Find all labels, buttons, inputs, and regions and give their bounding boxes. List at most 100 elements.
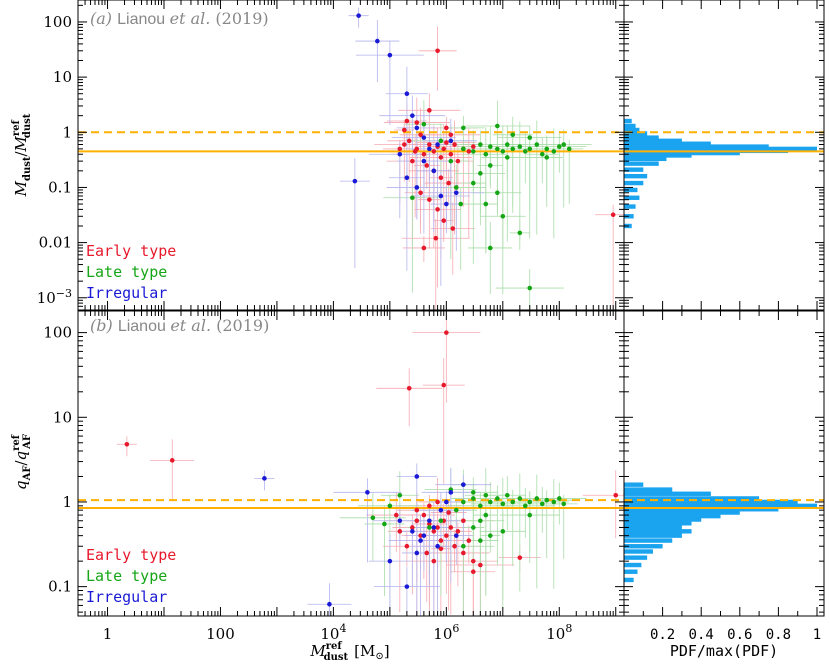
panel-b-errorbars bbox=[116, 318, 624, 616]
data-point-irregular bbox=[444, 201, 449, 207]
data-point-early bbox=[435, 499, 440, 505]
data-point-irregular bbox=[427, 146, 432, 152]
data-point-late bbox=[495, 496, 500, 501]
x-tick-label: 100 bbox=[206, 625, 235, 643]
data-point-late bbox=[438, 518, 444, 524]
data-point-early bbox=[406, 138, 412, 144]
data-point-late bbox=[510, 132, 516, 138]
panel-a-points bbox=[352, 13, 616, 291]
histogram-bar bbox=[624, 482, 644, 487]
panel-b-histogram-ticks: 0.2 0.4 0.6 0.8 1 bbox=[624, 311, 824, 643]
y-tick-label: 0.1 bbox=[48, 178, 72, 196]
data-point-late bbox=[527, 135, 533, 140]
data-point-late bbox=[566, 146, 572, 152]
data-point-late bbox=[517, 144, 523, 149]
histogram-bar bbox=[624, 187, 638, 193]
histogram-x-axis-label: PDF/max(PDF) bbox=[670, 642, 778, 660]
data-point-late bbox=[561, 142, 567, 147]
data-point-irregular bbox=[397, 151, 403, 157]
histogram-bar bbox=[624, 562, 642, 568]
data-point-early bbox=[435, 207, 440, 212]
histogram-x-tick-label: 1 bbox=[813, 627, 821, 643]
x-tick-label: 1 bbox=[103, 625, 113, 643]
y-tick-label: 1 bbox=[62, 493, 72, 511]
data-point-early bbox=[455, 158, 461, 164]
data-point-irregular bbox=[327, 601, 332, 607]
data-point-late bbox=[544, 155, 550, 160]
y-tick-label: 10 bbox=[53, 408, 72, 426]
histogram-bar bbox=[624, 521, 692, 526]
data-point-early bbox=[438, 155, 444, 160]
panel-a-histogram-bars bbox=[624, 118, 817, 229]
legend-irregular: Irregular bbox=[86, 588, 167, 606]
y-tick-label: 10−3 bbox=[37, 287, 72, 307]
data-point-late bbox=[487, 245, 493, 251]
data-point-late bbox=[461, 125, 466, 131]
x-axis-label: Mref dust [M⊙] bbox=[309, 641, 389, 663]
data-point-late bbox=[470, 490, 476, 495]
data-point-late bbox=[387, 503, 393, 509]
data-point-late bbox=[544, 146, 550, 152]
data-point-irregular bbox=[435, 142, 440, 147]
data-point-early bbox=[446, 510, 451, 515]
data-point-early bbox=[404, 543, 410, 549]
panel-a-y-ticks: 100 10 1 0.1 0.01 10−3 bbox=[37, 4, 624, 311]
data-point-early bbox=[418, 533, 423, 538]
data-point-early bbox=[418, 190, 423, 196]
data-point-late bbox=[478, 538, 483, 543]
data-point-early bbox=[448, 525, 454, 530]
data-point-early bbox=[461, 550, 466, 556]
histogram-bar bbox=[624, 135, 659, 140]
data-point-irregular bbox=[461, 482, 466, 487]
panel-b-histogram: 0.2 0.4 0.6 0.8 1 bbox=[623, 310, 825, 643]
data-point-early bbox=[414, 507, 420, 513]
histogram-bar bbox=[624, 513, 721, 519]
data-point-late bbox=[478, 171, 483, 176]
data-point-irregular bbox=[410, 113, 415, 118]
histogram-bar bbox=[624, 144, 769, 149]
data-point-irregular bbox=[431, 525, 437, 530]
data-point-early bbox=[169, 458, 175, 463]
data-point-early bbox=[412, 149, 418, 154]
histogram-bar bbox=[624, 525, 682, 530]
data-point-irregular bbox=[262, 476, 267, 481]
data-point-early bbox=[414, 120, 420, 125]
histogram-bar bbox=[624, 180, 644, 186]
histogram-x-tick-label: 0.6 bbox=[727, 627, 752, 643]
data-point-irregular bbox=[438, 193, 444, 199]
data-point-early bbox=[427, 108, 432, 113]
data-point-late bbox=[483, 492, 489, 498]
panel-b-histogram-lines bbox=[624, 499, 824, 509]
data-point-early bbox=[466, 538, 472, 543]
data-point-late bbox=[539, 501, 545, 507]
data-point-late bbox=[410, 195, 415, 201]
data-point-irregular bbox=[404, 584, 410, 589]
data-point-late bbox=[370, 515, 376, 521]
data-point-early bbox=[455, 529, 461, 534]
histogram-x-tick-label: 0.8 bbox=[766, 627, 791, 643]
data-point-late bbox=[510, 146, 516, 152]
data-point-irregular bbox=[387, 558, 393, 564]
histogram-bar bbox=[624, 131, 648, 136]
data-point-early bbox=[410, 158, 415, 164]
data-point-late bbox=[487, 533, 493, 538]
data-point-early bbox=[444, 533, 449, 538]
panel-a-label: (a) Lianou et al. (2019) bbox=[90, 9, 269, 28]
data-point-early bbox=[401, 127, 407, 133]
x-tick-label: 108 bbox=[546, 622, 572, 643]
data-point-irregular bbox=[421, 135, 427, 140]
histogram-bar bbox=[624, 173, 648, 179]
y-tick-label: 0.1 bbox=[48, 578, 72, 596]
data-point-early bbox=[397, 146, 403, 152]
legend-late-type: Late type bbox=[86, 263, 167, 281]
data-point-late bbox=[438, 138, 444, 144]
data-point-late bbox=[522, 149, 528, 154]
panel-a-histogram bbox=[623, 0, 825, 311]
panel-a-histogram-ticks bbox=[624, 0, 824, 311]
data-point-late bbox=[478, 142, 483, 147]
histogram-bar bbox=[624, 167, 644, 172]
data-point-early bbox=[441, 218, 447, 223]
data-point-irregular bbox=[414, 185, 420, 190]
histogram-bar bbox=[624, 538, 673, 543]
histogram-x-tick-label: 0.2 bbox=[650, 627, 675, 643]
